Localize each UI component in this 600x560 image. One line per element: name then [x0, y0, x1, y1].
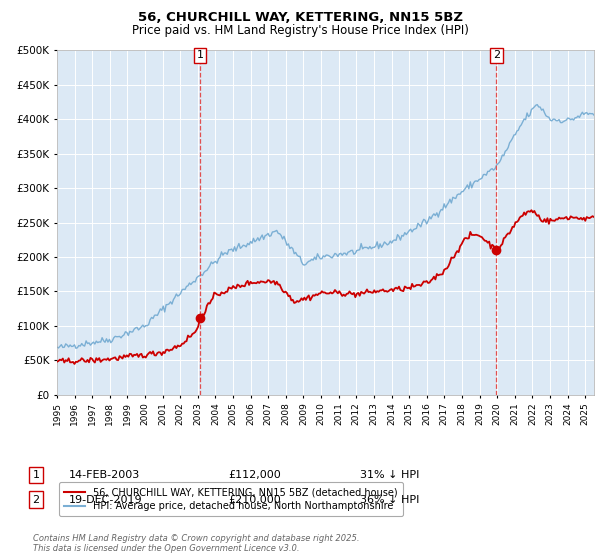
Text: 1: 1 [32, 470, 40, 480]
Text: 36% ↓ HPI: 36% ↓ HPI [360, 494, 419, 505]
Text: Price paid vs. HM Land Registry's House Price Index (HPI): Price paid vs. HM Land Registry's House … [131, 24, 469, 36]
Text: 2: 2 [493, 50, 500, 60]
Text: 14-FEB-2003: 14-FEB-2003 [69, 470, 140, 480]
Text: £112,000: £112,000 [228, 470, 281, 480]
Legend: 56, CHURCHILL WAY, KETTERING, NN15 5BZ (detached house), HPI: Average price, det: 56, CHURCHILL WAY, KETTERING, NN15 5BZ (… [59, 482, 403, 516]
Text: 56, CHURCHILL WAY, KETTERING, NN15 5BZ: 56, CHURCHILL WAY, KETTERING, NN15 5BZ [137, 11, 463, 24]
Text: 19-DEC-2019: 19-DEC-2019 [69, 494, 143, 505]
Text: 1: 1 [196, 50, 203, 60]
Text: £210,000: £210,000 [228, 494, 281, 505]
Text: Contains HM Land Registry data © Crown copyright and database right 2025.
This d: Contains HM Land Registry data © Crown c… [33, 534, 359, 553]
Text: 31% ↓ HPI: 31% ↓ HPI [360, 470, 419, 480]
Text: 2: 2 [32, 494, 40, 505]
